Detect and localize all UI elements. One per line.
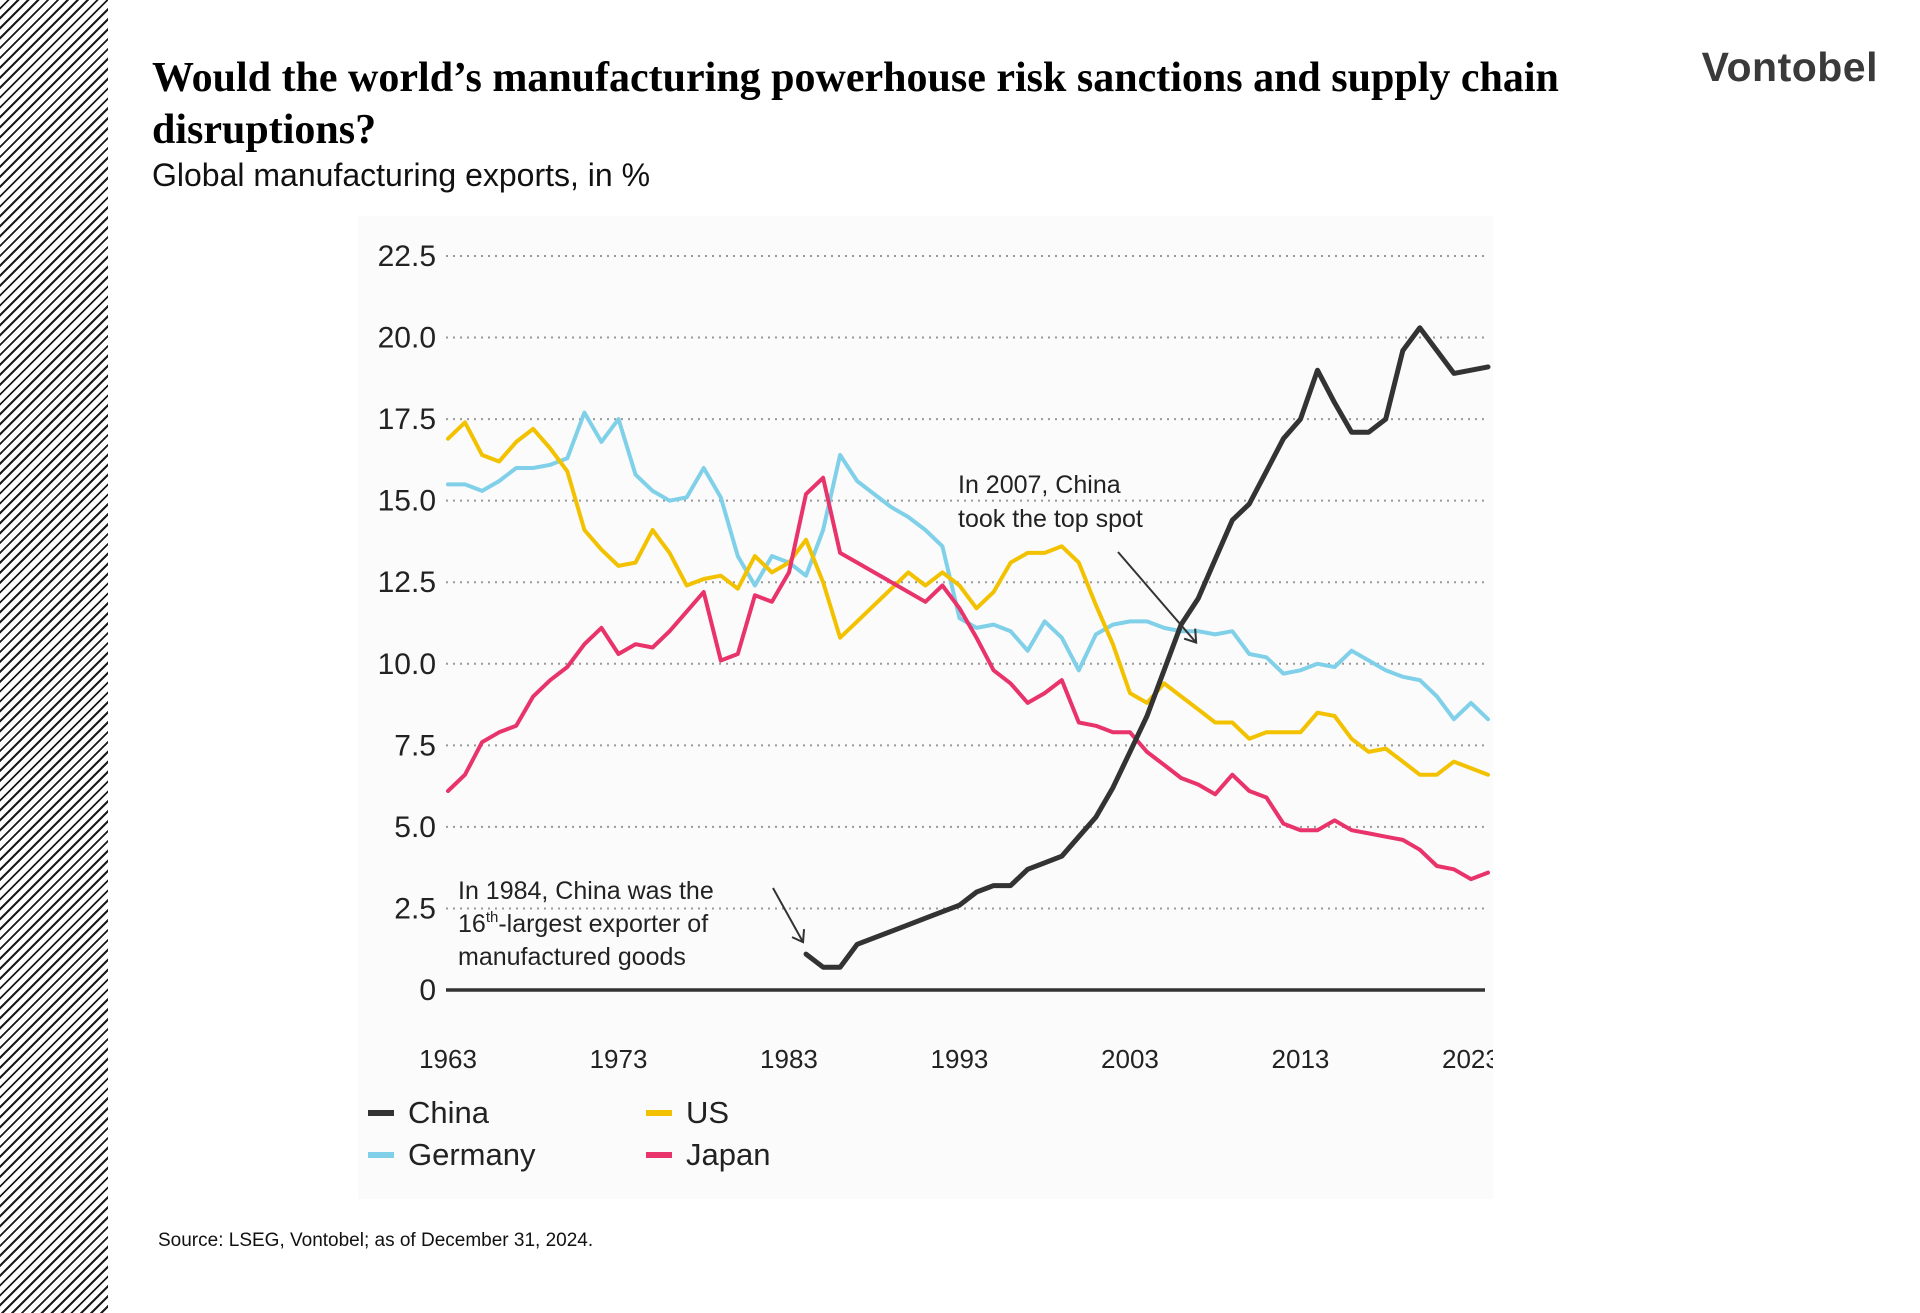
y-tick-label: 15.0 <box>378 485 436 518</box>
annotation-1984-line-3: manufactured goods <box>458 943 686 971</box>
legend-label-us: US <box>686 1095 729 1130</box>
brand-logo: Vontobel <box>1701 44 1878 90</box>
y-tick-label: 0 <box>419 974 436 1007</box>
series-line-us <box>446 420 1490 777</box>
annotation-1984-line-2: 16th-largest exporter of <box>458 909 708 938</box>
annotation-1984-arrow <box>772 887 804 943</box>
x-tick-label: 1993 <box>931 1044 989 1074</box>
y-tick-label: 17.5 <box>378 403 436 436</box>
x-tick-label: 1983 <box>760 1044 818 1074</box>
annotation-2007-arrowhead <box>1183 628 1198 645</box>
annotation-2007-arrow <box>1117 551 1197 644</box>
annotation-2007-line-2: took the top spot <box>958 505 1143 533</box>
legend-label-china: China <box>408 1095 490 1130</box>
legend-label-germany: Germany <box>408 1137 536 1172</box>
x-tick-label: 1963 <box>419 1044 477 1074</box>
x-tick-label: 2023 <box>1442 1044 1493 1074</box>
source-note: Source: LSEG, Vontobel; as of December 3… <box>158 1230 594 1251</box>
x-tick-label: 1973 <box>590 1044 648 1074</box>
annotation-1984-line-1: In 1984, China was the <box>458 877 714 905</box>
chart-subtitle: Global manufacturing exports, in % <box>152 157 651 193</box>
y-tick-label: 20.0 <box>378 322 436 355</box>
series-line-japan <box>446 475 1490 882</box>
annotation-2007-line-1: In 2007, China <box>958 471 1121 499</box>
x-tick-label: 2003 <box>1101 1044 1159 1074</box>
y-tick-label: 10.0 <box>378 648 436 681</box>
chart-panel: 22.5 20.0 17.5 15.0 12.5 10.0 7.5 5.0 2.5 0 1963 19… <box>358 216 1493 1199</box>
line-chart: 22.5 20.0 17.5 15.0 12.5 10.0 7.5 5.0 2.5 0 1963 19… <box>368 240 1493 1172</box>
series-line-china <box>803 325 1491 970</box>
y-tick-label: 2.5 <box>394 892 436 925</box>
decorative-hatch-strip <box>0 0 108 1313</box>
page-title: Would the world’s manufacturing powerhou… <box>152 55 1559 153</box>
y-tick-label: 7.5 <box>394 729 436 762</box>
x-tick-label: 2013 <box>1272 1044 1330 1074</box>
y-tick-label: 12.5 <box>378 566 436 599</box>
series-line-germany <box>446 410 1490 722</box>
annotation-1984-arrowhead <box>791 929 806 944</box>
y-tick-label: 5.0 <box>394 811 436 844</box>
legend-label-japan: Japan <box>686 1137 770 1172</box>
y-tick-label: 22.5 <box>378 240 436 273</box>
